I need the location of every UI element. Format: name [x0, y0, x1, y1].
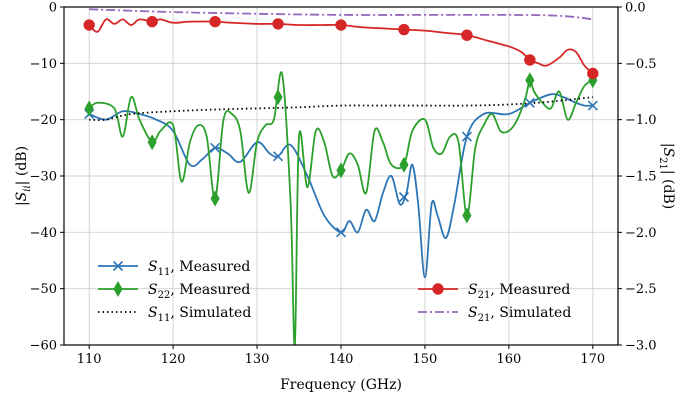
series-marker-1: [210, 190, 220, 207]
y-right-tick-label: −0.5: [625, 57, 657, 72]
y-left-tick-label: 0: [49, 1, 57, 16]
series-marker-3: [83, 19, 95, 31]
legend-label-4: S21, Simulated: [468, 305, 571, 324]
series-marker-1: [525, 72, 535, 89]
y-left-tick-label: −30: [30, 170, 57, 185]
x-tick-label: 150: [413, 352, 438, 367]
x-axis-label: Frequency (GHz): [280, 377, 402, 393]
series-marker-3: [272, 18, 284, 30]
series-marker-1: [147, 134, 157, 151]
x-tick-label: 160: [496, 352, 521, 367]
legend-marker-1: [113, 280, 123, 298]
y-left-tick-label: −10: [30, 57, 57, 72]
series-marker-3: [209, 15, 221, 28]
series-marker-1: [336, 162, 346, 179]
series-marker-1: [273, 89, 283, 106]
series-marker-3: [335, 19, 347, 31]
series-marker-0: [210, 142, 221, 153]
x-tick-label: 120: [161, 352, 186, 367]
series-marker-0: [524, 97, 535, 108]
ticks: 110 120 130 140 150 160 170 0 −10 −20 −30 −40 −50 −60…: [30, 1, 657, 368]
legend-marker-0: [112, 260, 124, 272]
series-marker-0: [461, 131, 472, 142]
y-right-tick-label: 0.0: [625, 1, 646, 16]
series-marker-3: [146, 15, 158, 28]
legend-marker-3: [432, 283, 444, 295]
series-marker-0: [272, 151, 284, 162]
series-marker-3: [461, 29, 473, 41]
legend-right: S21, Measured S21, Simulated: [418, 282, 571, 324]
y-axis-right-label: |S21| (dB): [657, 143, 676, 209]
x-tick-label: 170: [580, 352, 605, 367]
series-marker-3: [524, 54, 536, 66]
y-left-tick-label: −40: [30, 226, 57, 241]
series-marker-0: [335, 227, 347, 238]
series-line-2: [89, 96, 593, 121]
legend-left: S11, Measured S22, Measured S11, Simulated: [98, 259, 251, 324]
y-left-tick-label: −50: [30, 282, 57, 297]
x-tick-label: 140: [329, 352, 354, 367]
series-marker-3: [398, 23, 410, 36]
x-tick-label: 130: [245, 352, 270, 367]
series-marker-1: [399, 156, 409, 173]
series-marker-0: [398, 192, 410, 203]
series-marker-0: [587, 100, 598, 111]
series-markers: [83, 15, 599, 238]
series-marker-1: [462, 207, 472, 224]
y-right-tick-label: −2.0: [625, 226, 657, 241]
legend-label-1: S22, Measured: [148, 282, 250, 301]
y-right-tick-label: −1.5: [625, 170, 657, 185]
legend-label-2: S11, Simulated: [148, 305, 251, 324]
series-line-1: [88, 71, 594, 345]
y-left-tick-label: −60: [30, 339, 57, 354]
y-left-tick-label: −20: [30, 113, 57, 128]
series-marker-1: [84, 100, 94, 117]
y-right-tick-label: −2.5: [625, 282, 657, 297]
legend-label-3: S21, Measured: [468, 282, 570, 301]
y-right-tick-label: −1.0: [625, 113, 657, 128]
legend-label-0: S11, Measured: [148, 259, 250, 278]
series-marker-3: [587, 67, 599, 80]
y-right-tick-label: −3.0: [625, 339, 657, 354]
x-tick-label: 110: [77, 352, 102, 367]
series-line-0: [88, 93, 593, 279]
series-line-4: [89, 8, 593, 21]
